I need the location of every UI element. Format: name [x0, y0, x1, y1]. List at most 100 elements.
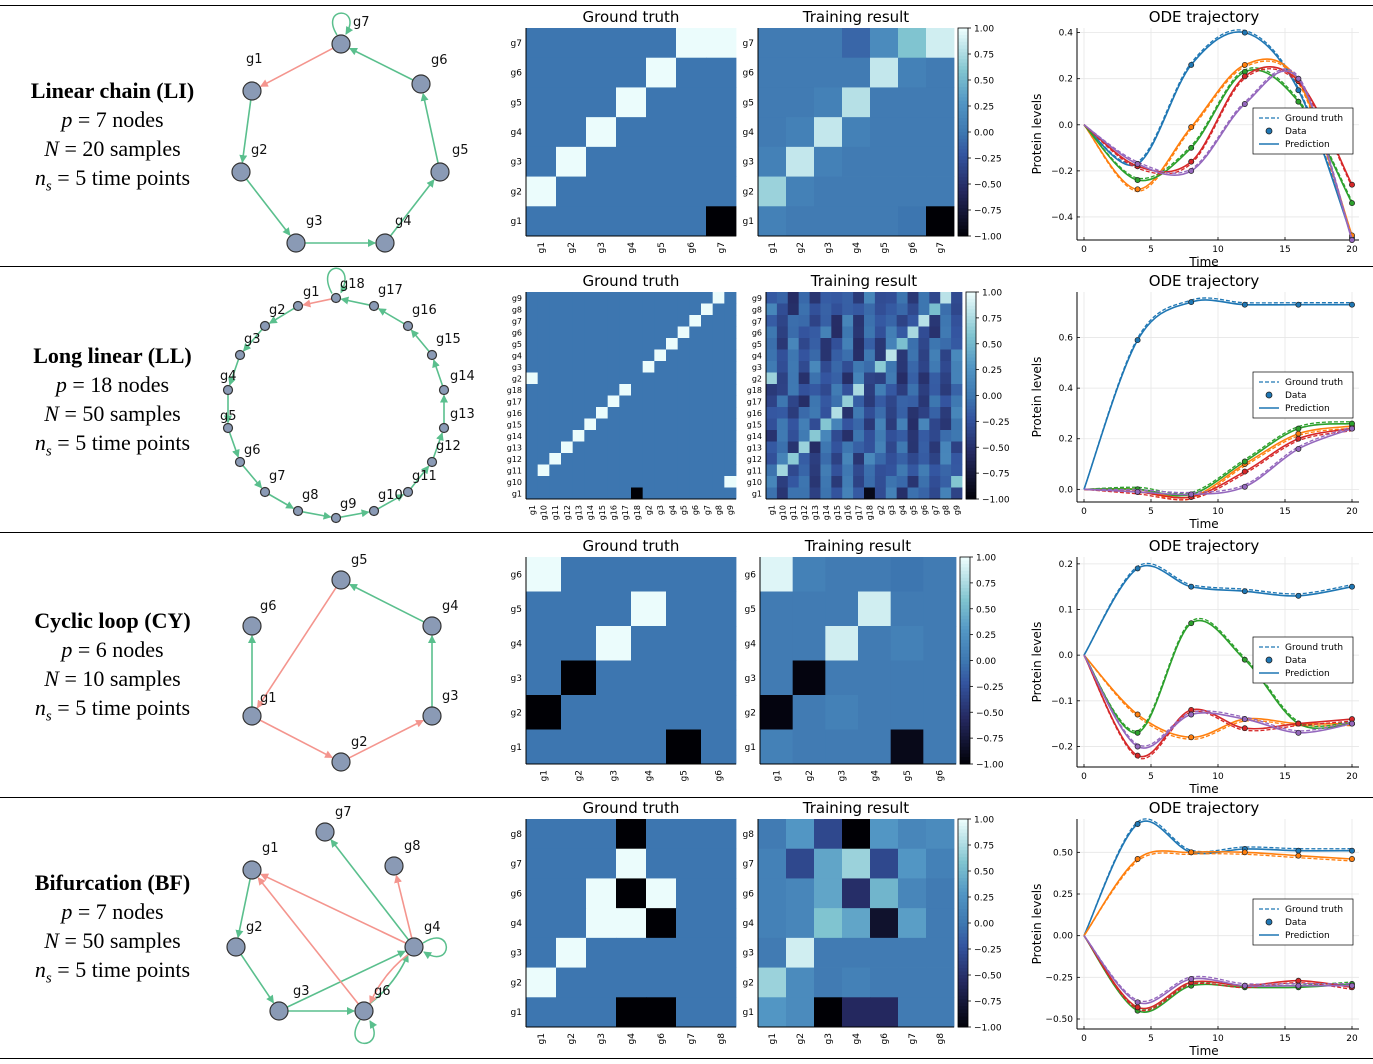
x-tick-label: 20 [1346, 245, 1358, 255]
heatmap-cell [940, 361, 952, 373]
heatmap-cell [926, 146, 955, 177]
heatmap-cell [940, 384, 952, 396]
colorbar-step [958, 929, 968, 934]
colorbar-step [960, 646, 970, 651]
heatmap-cell [870, 28, 899, 59]
heatmap-cell [776, 464, 789, 477]
heatmap-cell [766, 384, 778, 396]
heatmap-cell [654, 407, 667, 419]
heatmap-cell [526, 937, 557, 968]
x-tick-label: g5 [909, 505, 918, 515]
heatmap-cell [676, 908, 707, 939]
data-point [1295, 430, 1302, 437]
heatmap-cell [923, 695, 957, 730]
heatmap-cell [689, 326, 702, 339]
heatmap-cell [724, 487, 737, 500]
legend-label: Ground truth [1285, 114, 1343, 124]
heatmap-cell [654, 430, 667, 442]
y-tick-label: −0.2 [1051, 742, 1073, 752]
colorbar-step [958, 232, 968, 237]
graph-node [426, 349, 438, 361]
data-point [1241, 301, 1248, 308]
heatmap-cell [776, 476, 789, 488]
node-label: g2 [269, 303, 286, 318]
divider [0, 797, 1373, 798]
graph-node [292, 505, 304, 517]
self-loop-edge [326, 267, 348, 294]
heatmap-cell [561, 591, 597, 627]
x-tick-label: g7 [908, 1033, 918, 1044]
heatmap-cell [631, 487, 644, 500]
colorbar-step [958, 208, 968, 213]
x-tick-label: g3 [824, 242, 834, 253]
heatmap-cell [820, 476, 832, 488]
heatmap-cell [712, 418, 725, 431]
y-tick-label: g10 [507, 478, 522, 487]
colorbar-step [960, 608, 970, 613]
heatmap-cell [831, 487, 843, 500]
colorbar-step [960, 567, 970, 572]
heatmap-cell [526, 292, 539, 304]
data-point [1295, 977, 1302, 984]
heatmap-cell [776, 349, 789, 362]
heatmap-cell [831, 338, 843, 350]
heatmap-cell [907, 407, 919, 419]
heatmap-cell [792, 695, 826, 730]
colorbar-step [958, 884, 968, 889]
heatmap-cell [918, 326, 930, 339]
time-points-value: 5 time points [75, 430, 191, 455]
heatmap-cell [898, 848, 927, 879]
colorbar-step [966, 402, 976, 407]
y-tick-label: 0.25 [1053, 890, 1073, 900]
colorbar-step [960, 594, 970, 599]
heatmap-cell [929, 464, 941, 477]
heatmap-cell [842, 967, 871, 998]
colorbar-step [960, 743, 970, 748]
heatmap-cell [607, 453, 620, 465]
heatmap-cell [898, 206, 927, 237]
heatmap-cell [584, 418, 597, 431]
y-tick-label: g6 [743, 889, 755, 899]
colorbar-step [960, 563, 970, 568]
heatmap-cell [556, 878, 587, 909]
heatmap-cell [787, 361, 800, 373]
y-tick-label: 0.50 [1053, 848, 1073, 858]
heatmap-cell [853, 453, 865, 465]
colorbar-step [960, 688, 970, 693]
heatmap-cell [766, 315, 778, 327]
data-point [1295, 592, 1302, 599]
heatmap-cell [831, 430, 843, 442]
colorbar-step [960, 684, 970, 689]
heatmap-cell [842, 430, 854, 442]
data-point [1241, 656, 1248, 663]
heatmap-cell [561, 729, 597, 765]
heatmap-cell [907, 395, 919, 408]
y-tick-label: g15 [507, 420, 522, 429]
heatmap-title: Training result [802, 8, 910, 26]
heatmap-cell [766, 453, 778, 465]
data-point [1349, 847, 1355, 854]
heatmap-cell [712, 349, 725, 362]
heatmap-cell [831, 476, 843, 488]
heatmap-cell [561, 315, 574, 327]
heatmap-cell [825, 660, 859, 696]
heatmap-cell [596, 384, 609, 396]
y-tick-label: 0.0 [1059, 651, 1074, 661]
heatmap-cell [549, 476, 562, 488]
colorbar-step [960, 732, 970, 737]
y-tick-label: g5 [743, 98, 754, 108]
heatmap-cell [825, 729, 859, 765]
colorbar-step [960, 722, 970, 727]
heatmap-cell [820, 487, 832, 500]
heatmap-cell [724, 361, 737, 373]
x-tick-label: g7 [936, 242, 946, 253]
colorbar-step [966, 312, 976, 317]
heatmap-cell [842, 487, 854, 500]
legend-label: Ground truth [1285, 643, 1343, 653]
heatmap-cell [526, 997, 557, 1028]
data-point [1349, 856, 1355, 862]
colorbar-step [958, 988, 968, 993]
heatmap-cell [689, 349, 702, 362]
heatmap-cell [701, 384, 714, 396]
heatmap-cell [646, 937, 677, 968]
